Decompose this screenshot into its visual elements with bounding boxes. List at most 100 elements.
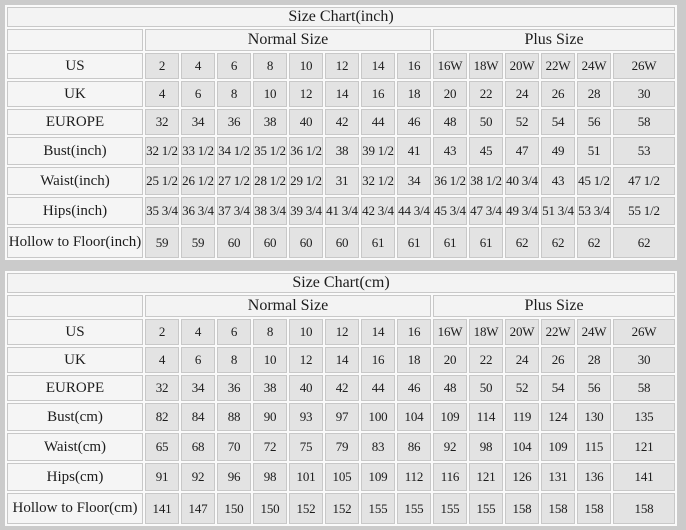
size-cell: 4 <box>145 81 179 107</box>
size-cell: 37 3/4 <box>217 197 251 225</box>
size-cell: 90 <box>253 403 287 431</box>
size-cell: 24W <box>577 53 611 79</box>
size-cell: 40 <box>289 375 323 401</box>
size-cell: 14 <box>325 81 359 107</box>
size-cell: 105 <box>325 463 359 491</box>
size-cell: 119 <box>505 403 539 431</box>
table-row: Hips(inch) 35 3/4 36 3/4 37 3/4 38 3/4 39 3/4… <box>7 197 675 225</box>
group-header-plus-size: Plus Size <box>433 295 675 317</box>
size-cell: 38 3/4 <box>253 197 287 225</box>
size-cell: 27 1/2 <box>217 167 251 195</box>
size-cell: 38 <box>253 109 287 135</box>
size-cell: 155 <box>397 493 431 524</box>
size-cell: 104 <box>397 403 431 431</box>
row-label: US <box>7 53 143 79</box>
size-cell: 59 <box>145 227 179 258</box>
size-cell: 36 <box>217 109 251 135</box>
corner-cell <box>7 29 143 51</box>
size-cell: 16 <box>361 81 395 107</box>
size-cell: 58 <box>613 375 675 401</box>
size-cell: 60 <box>325 227 359 258</box>
size-cell: 48 <box>433 375 467 401</box>
size-cell: 56 <box>577 375 611 401</box>
group-header-normal-size: Normal Size <box>145 295 431 317</box>
size-cell: 100 <box>361 403 395 431</box>
table-row: Waist(inch) 25 1/2 26 1/2 27 1/2 28 1/2 29 1/… <box>7 167 675 195</box>
size-cell: 41 3/4 <box>325 197 359 225</box>
table-title: Size Chart(inch) <box>7 7 675 27</box>
size-cell: 16 <box>361 347 395 373</box>
size-cell: 38 1/2 <box>469 167 503 195</box>
table-row: US 2 4 6 8 10 12 14 16 16W 18W 20W 22W 24W 26W <box>7 53 675 79</box>
size-cell: 158 <box>577 493 611 524</box>
size-cell: 34 1/2 <box>217 137 251 165</box>
size-cell: 40 <box>289 109 323 135</box>
size-cell: 32 <box>145 109 179 135</box>
row-label: Hollow to Floor(inch) <box>7 227 143 258</box>
size-cell: 36 1/2 <box>289 137 323 165</box>
size-cell: 16 <box>397 319 431 345</box>
size-cell: 42 <box>325 109 359 135</box>
size-cell: 34 <box>181 109 215 135</box>
size-cell: 109 <box>433 403 467 431</box>
size-cell: 14 <box>361 53 395 79</box>
size-cell: 18 <box>397 81 431 107</box>
size-cell: 43 <box>541 167 575 195</box>
size-cell: 92 <box>433 433 467 461</box>
row-label: Bust(cm) <box>7 403 143 431</box>
size-cell: 8 <box>253 53 287 79</box>
size-cell: 158 <box>541 493 575 524</box>
size-cell: 26W <box>613 319 675 345</box>
size-cell: 124 <box>541 403 575 431</box>
size-cell: 44 <box>361 375 395 401</box>
size-cell: 16W <box>433 319 467 345</box>
size-cell: 4 <box>181 319 215 345</box>
size-cell: 62 <box>613 227 675 258</box>
size-cell: 150 <box>253 493 287 524</box>
size-cell: 26 1/2 <box>181 167 215 195</box>
size-cell: 141 <box>613 463 675 491</box>
row-label: Bust(inch) <box>7 137 143 165</box>
size-cell: 34 <box>397 167 431 195</box>
size-cell: 136 <box>577 463 611 491</box>
size-cell: 121 <box>613 433 675 461</box>
table-row: US 2 4 6 8 10 12 14 16 16W 18W 20W 22W 24W 26W <box>7 319 675 345</box>
size-cell: 43 <box>433 137 467 165</box>
size-cell: 60 <box>217 227 251 258</box>
size-cell: 114 <box>469 403 503 431</box>
size-cell: 50 <box>469 109 503 135</box>
size-cell: 22W <box>541 53 575 79</box>
row-label: Waist(cm) <box>7 433 143 461</box>
size-cell: 24 <box>505 347 539 373</box>
group-header-plus-size: Plus Size <box>433 29 675 51</box>
table-row: Hollow to Floor(inch) 59 59 60 60 60 60 61 61 61 6… <box>7 227 675 258</box>
size-cell: 155 <box>361 493 395 524</box>
size-cell: 35 3/4 <box>145 197 179 225</box>
size-cell: 158 <box>505 493 539 524</box>
size-cell: 98 <box>253 463 287 491</box>
row-label: Waist(inch) <box>7 167 143 195</box>
size-cell: 155 <box>433 493 467 524</box>
size-cell: 97 <box>325 403 359 431</box>
size-cell: 62 <box>541 227 575 258</box>
size-cell: 130 <box>577 403 611 431</box>
size-cell: 25 1/2 <box>145 167 179 195</box>
size-cell: 18 <box>397 347 431 373</box>
table-row: Hips(cm) 91 92 96 98 101 105 109 112 116 121 126 131… <box>7 463 675 491</box>
row-label: EUROPE <box>7 375 143 401</box>
table-row: EUROPE 32 34 36 38 40 42 44 46 48 50 52 54 56 58 <box>7 109 675 135</box>
size-cell: 135 <box>613 403 675 431</box>
size-cell: 2 <box>145 319 179 345</box>
size-cell: 109 <box>541 433 575 461</box>
group-header-row: Normal Size Plus Size <box>7 295 675 317</box>
table-row: Bust(cm) 82 84 88 90 93 97 100 104 109 114 119 124 13… <box>7 403 675 431</box>
size-cell: 36 3/4 <box>181 197 215 225</box>
size-cell: 26W <box>613 53 675 79</box>
size-cell: 115 <box>577 433 611 461</box>
size-cell: 28 1/2 <box>253 167 287 195</box>
size-cell: 34 <box>181 375 215 401</box>
size-cell: 47 3/4 <box>469 197 503 225</box>
size-cell: 131 <box>541 463 575 491</box>
size-cell: 26 <box>541 81 575 107</box>
size-cell: 58 <box>613 109 675 135</box>
